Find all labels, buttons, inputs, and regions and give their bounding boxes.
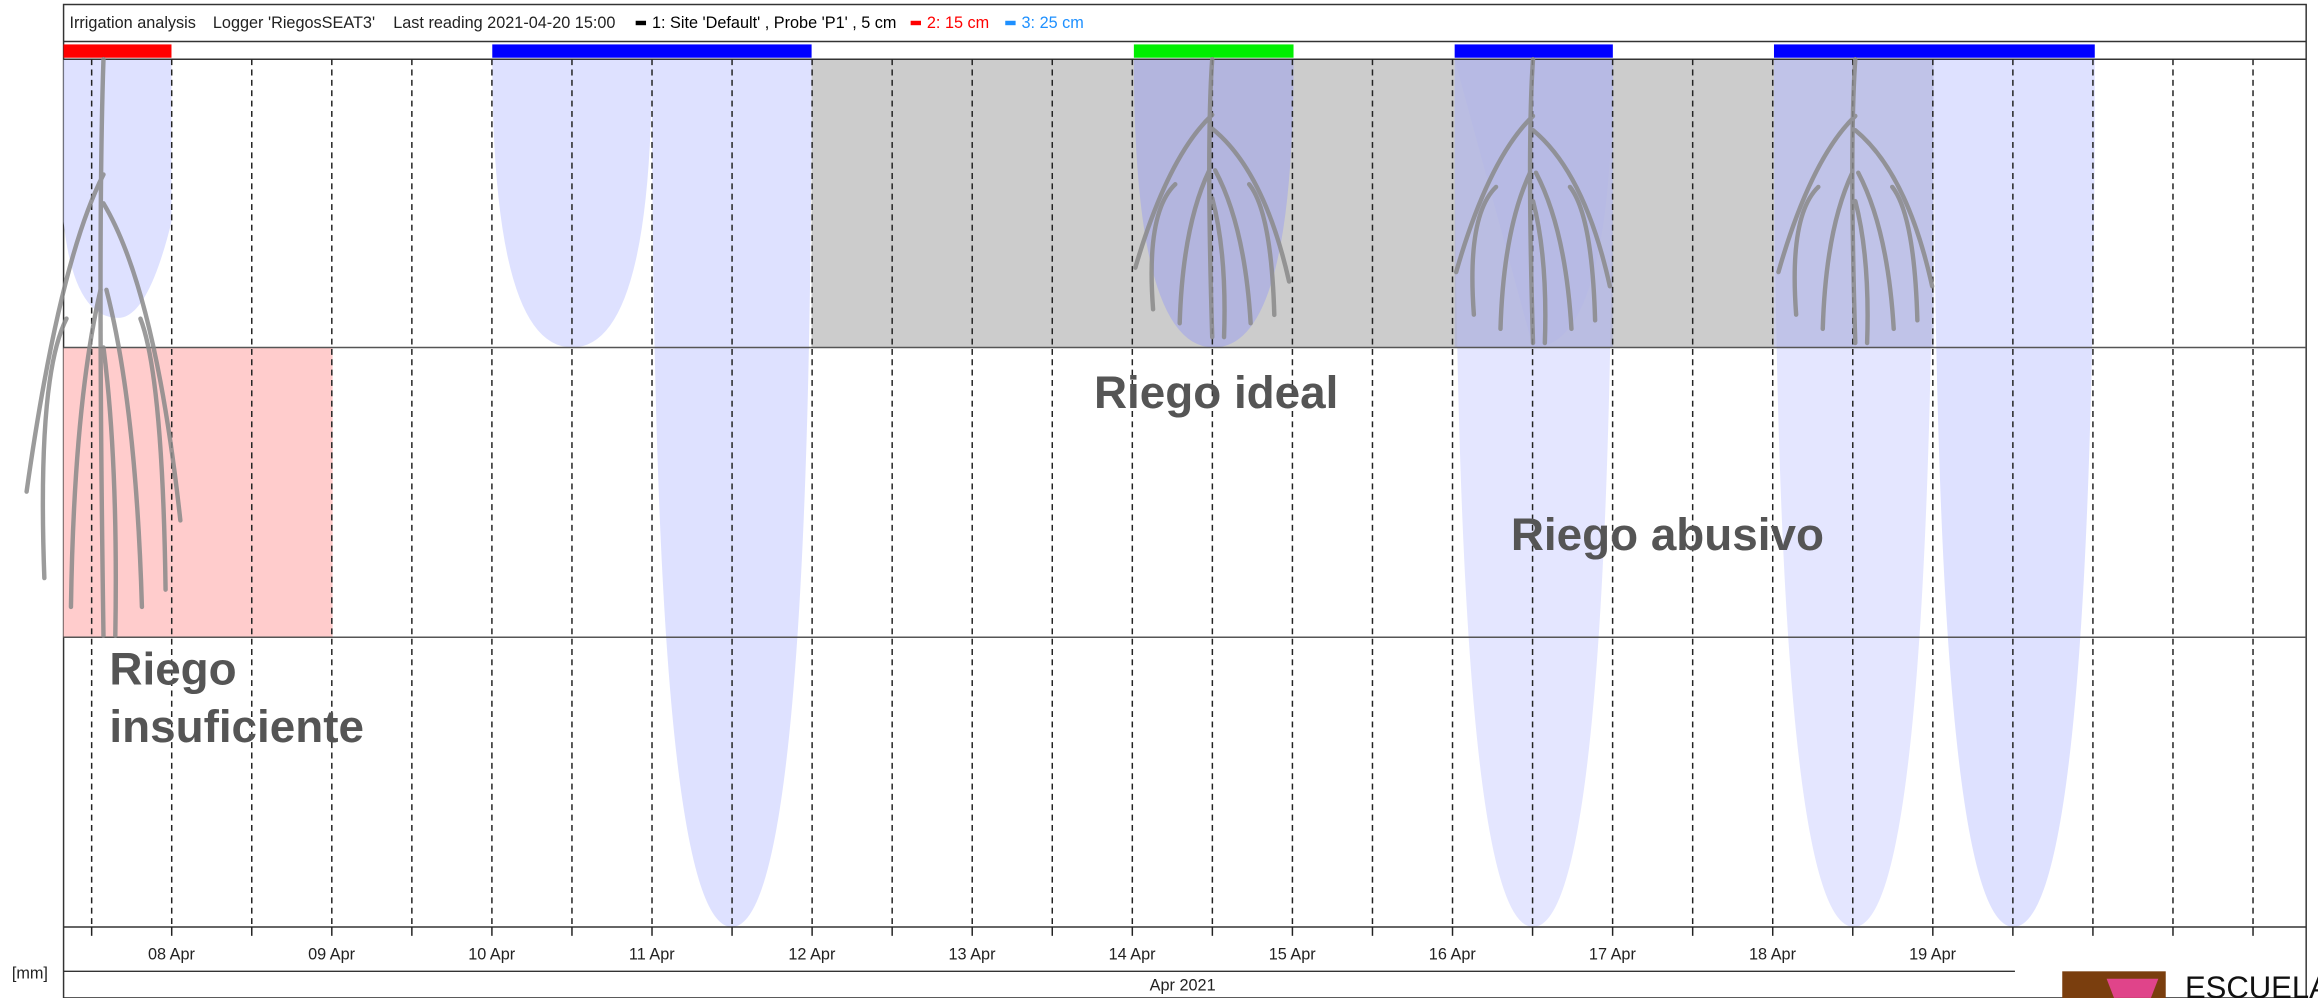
water-bulb bbox=[63, 59, 172, 318]
annotation: Riego abusivo bbox=[1511, 509, 1824, 560]
root-branch bbox=[1853, 127, 1935, 289]
legend-label: 3: 25 cm bbox=[1022, 14, 1084, 32]
header: Irrigation analysis Logger 'RiegosSEAT3'… bbox=[69, 14, 615, 32]
legend-marker bbox=[910, 20, 921, 26]
annotation: Riego bbox=[109, 644, 236, 695]
root-branch bbox=[1149, 182, 1178, 312]
legend-label: 1: Site 'Default' , Probe 'P1' , 5 cm bbox=[652, 14, 897, 32]
root-branch bbox=[1210, 126, 1292, 284]
root-drawing bbox=[1776, 56, 1935, 346]
root-drawing bbox=[24, 56, 183, 638]
annotation: Riego ideal bbox=[1094, 367, 1338, 418]
root-branch bbox=[1792, 184, 1821, 317]
logger: Logger 'RiegosSEAT3' bbox=[213, 14, 375, 32]
root-branch bbox=[1567, 184, 1598, 323]
root-branch bbox=[101, 345, 119, 638]
legend-label: 2: 15 cm bbox=[927, 14, 989, 32]
legend-marker bbox=[635, 20, 647, 26]
root-branch bbox=[1856, 170, 1896, 332]
x-tick-label: 11 Apr bbox=[629, 945, 675, 963]
title: Irrigation analysis bbox=[69, 14, 195, 32]
last-reading: Last reading 2021-04-20 15:00 bbox=[393, 14, 615, 32]
root-branch bbox=[1498, 170, 1533, 332]
root-drawing bbox=[1453, 56, 1613, 346]
logo-shape bbox=[2106, 978, 2159, 998]
root-branch bbox=[1453, 113, 1536, 275]
root-branch bbox=[1212, 168, 1253, 326]
x-tick-label: 16 Apr bbox=[1429, 945, 1477, 963]
logo: ESCUELA bbox=[2062, 970, 2318, 998]
root-branch bbox=[138, 316, 168, 592]
root-branch bbox=[1890, 184, 1920, 323]
root-branch bbox=[1470, 184, 1499, 317]
root-branch bbox=[1530, 198, 1548, 346]
logo-text: ESCUELA bbox=[2185, 970, 2318, 998]
month-label: Apr 2021 bbox=[1150, 977, 1216, 995]
root-branch bbox=[40, 316, 69, 581]
root-branch bbox=[1210, 195, 1227, 340]
x-tick-label: 08 Apr bbox=[148, 945, 196, 963]
x-tick-label: 10 Apr bbox=[468, 945, 516, 963]
status-segment bbox=[1773, 44, 2095, 58]
root-branch bbox=[1820, 170, 1855, 332]
x-tick-label: 15 Apr bbox=[1269, 945, 1317, 963]
status-segment bbox=[1454, 44, 1613, 58]
root-branch bbox=[24, 172, 106, 494]
x-tick-label: 09 Apr bbox=[308, 945, 356, 963]
root-branch bbox=[1776, 113, 1858, 275]
annotation: insuficiente bbox=[109, 701, 364, 752]
root-branch bbox=[104, 287, 145, 610]
x-tick-label: 18 Apr bbox=[1749, 945, 1797, 963]
status-segment bbox=[63, 44, 172, 58]
root-drawing bbox=[1133, 56, 1292, 340]
x-tick-label: 13 Apr bbox=[949, 945, 997, 963]
water-bulb bbox=[492, 59, 652, 348]
root-branch bbox=[1133, 112, 1215, 270]
unit-label: [mm] bbox=[12, 965, 48, 983]
water-bulb bbox=[651, 59, 812, 927]
water-bulb bbox=[1933, 59, 2095, 927]
root-branch bbox=[68, 287, 103, 610]
root-branch bbox=[101, 201, 183, 523]
root-branch bbox=[1533, 170, 1574, 332]
x-tick-label: 17 Apr bbox=[1589, 945, 1637, 963]
root-branch bbox=[1177, 168, 1212, 326]
root-branch bbox=[1530, 127, 1613, 289]
x-tick-label: 19 Apr bbox=[1909, 945, 1957, 963]
x-tick-label: 14 Apr bbox=[1109, 945, 1157, 963]
status-segment bbox=[492, 44, 812, 58]
root-branch bbox=[1853, 198, 1870, 346]
status-segment bbox=[1133, 44, 1294, 58]
legend-marker bbox=[1005, 20, 1016, 26]
x-tick-label: 12 Apr bbox=[788, 945, 836, 963]
root-branch bbox=[1246, 182, 1277, 318]
